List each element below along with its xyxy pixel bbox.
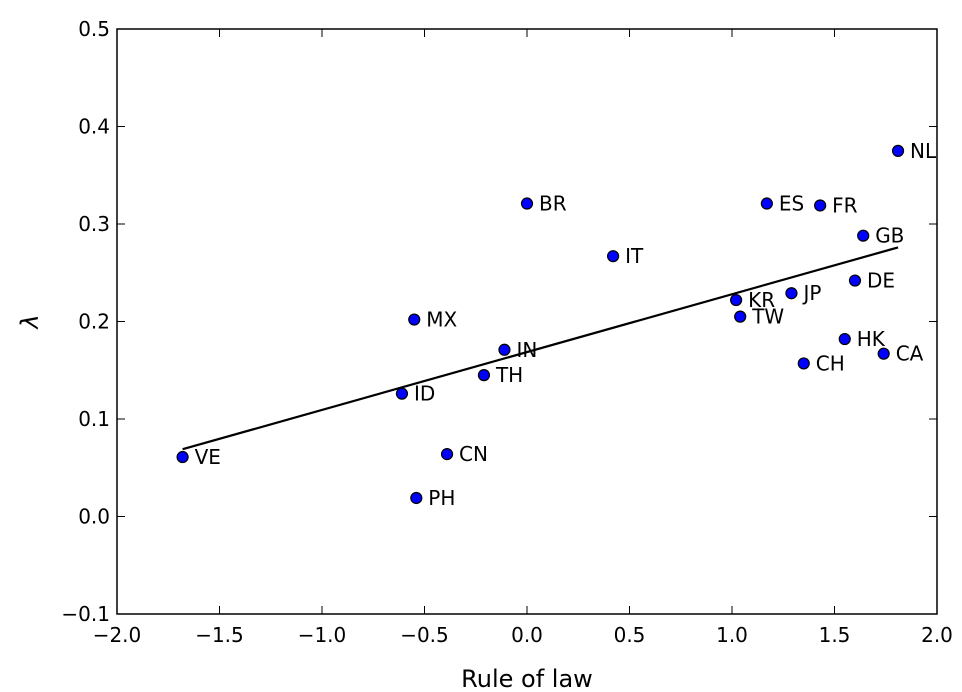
data-point-nl [891,144,905,157]
x-tick-label: 0.0 [511,623,543,647]
point-label-in: IN [516,338,537,362]
data-point-jp [785,287,798,300]
data-points [176,144,905,505]
data-point-ch [797,357,810,370]
point-label-br: BR [539,192,567,216]
axis-ticks: −2.0 −1.5 −1.0 −0.5 0.0 0.5 1.0 1.5 2.0 −0.1 0.0 0.… [61,17,952,647]
data-point-de [848,274,862,287]
y-tick-label: 0.2 [78,310,110,334]
point-label-de: DE [867,269,895,293]
point-label-fr: FR [832,193,858,217]
y-tick-label: 0.4 [78,115,110,139]
point-label-es: ES [779,192,804,216]
y-tick-label: 0.3 [78,212,110,236]
point-label-hk: HK [857,327,886,351]
data-point-id [395,387,409,400]
point-label-it: IT [625,244,644,268]
x-tick-label: −1.5 [195,623,244,647]
point-label-kr: KR [748,288,775,312]
data-point-gb [857,229,870,242]
point-label-tw: TW [751,305,784,329]
point-label-gb: GB [875,224,904,248]
y-tick-label: 0.0 [78,505,110,529]
data-point-kr [729,293,743,307]
point-label-id: ID [414,382,435,406]
point-label-ch: CH [816,351,845,375]
data-point-cn [440,448,454,461]
plot-area-frame [116,28,938,615]
point-label-ve: VE [195,445,221,469]
point-label-th: TH [495,363,523,387]
data-point-mx [408,313,421,326]
data-point-es [760,197,773,210]
data-point-hk [838,332,851,346]
y-tick-label: 0.5 [78,17,110,41]
x-tick-label: 2.0 [921,623,953,647]
y-axis-title: λ [16,314,44,330]
point-label-jp: JP [801,281,821,305]
data-point-fr [814,199,827,212]
x-tick-label: 1.5 [819,623,851,647]
data-point-it [606,250,620,263]
y-tick-label: −0.1 [61,602,110,626]
point-label-nl: NL [910,139,937,163]
x-tick-label: −0.5 [400,623,449,647]
regression-line-group [182,246,899,451]
point-label-cn: CN [459,442,488,466]
data-point-tw [734,310,747,323]
x-tick-label: 0.5 [614,623,646,647]
point-label-ca: CA [896,342,924,366]
data-point-br [520,197,534,210]
x-axis-title: Rule of law [461,665,593,692]
data-point-ca [877,347,890,360]
point-label-mx: MX [426,308,457,332]
x-tick-label: −2.0 [93,623,142,647]
x-tick-label: −1.0 [298,623,347,647]
x-tick-label: 1.0 [716,623,748,647]
data-point-th [477,369,491,382]
data-point-ve [176,450,189,464]
data-point-in [498,343,511,356]
regression-line [182,246,899,451]
data-point-ph [410,491,423,505]
y-tick-label: 0.1 [78,407,110,431]
point-label-ph: PH [428,486,455,510]
